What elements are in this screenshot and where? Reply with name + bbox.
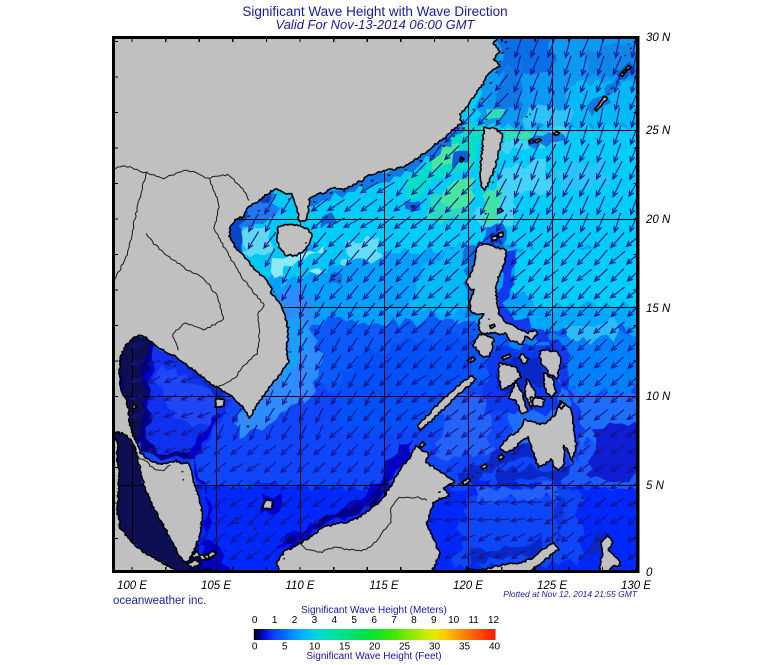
svg-text:115 E: 115 E [369,580,399,592]
svg-text:8: 8 [411,615,417,626]
svg-text:0: 0 [252,615,258,626]
svg-text:10 N: 10 N [646,391,671,403]
svg-text:5: 5 [282,642,288,653]
svg-text:2: 2 [292,615,298,626]
svg-text:110 E: 110 E [285,580,315,592]
svg-text:Valid For Nov-13-2014 06:00 GM: Valid For Nov-13-2014 06:00 GMT [276,17,476,32]
svg-text:130 E: 130 E [621,580,651,592]
svg-text:4: 4 [332,615,338,626]
svg-text:30 N: 30 N [646,32,671,44]
svg-text:35: 35 [459,642,471,653]
svg-text:oceanweather inc.: oceanweather inc. [113,595,206,607]
svg-text:12: 12 [488,615,500,626]
svg-text:25 N: 25 N [645,125,671,137]
svg-text:40: 40 [489,642,501,653]
svg-text:5 N: 5 N [646,480,665,492]
svg-text:15 N: 15 N [646,303,671,315]
svg-text:3: 3 [312,615,318,626]
svg-text:9: 9 [431,615,437,626]
svg-text:Plotted at Nov 12, 2014 21:55: Plotted at Nov 12, 2014 21:55 GMT [503,589,638,599]
svg-text:5: 5 [351,615,357,626]
svg-text:105 E: 105 E [201,580,231,592]
svg-text:11: 11 [468,615,479,626]
svg-text:15: 15 [339,642,351,653]
svg-text:Significant Wave Height with W: Significant Wave Height with Wave Direct… [242,4,507,19]
svg-text:6: 6 [371,615,377,626]
svg-text:Significant Wave Height (Meter: Significant Wave Height (Meters) [301,605,447,616]
svg-text:100 E: 100 E [117,580,147,592]
svg-text:20 N: 20 N [645,214,671,226]
svg-text:125 E: 125 E [537,580,567,592]
svg-text:20: 20 [369,642,381,653]
svg-text:Significant Wave Height (Feet): Significant Wave Height (Feet) [306,651,441,662]
svg-text:10: 10 [309,642,321,653]
svg-text:120 E: 120 E [453,580,483,592]
svg-text:0: 0 [646,567,653,579]
svg-text:7: 7 [391,615,397,626]
svg-text:25: 25 [399,642,411,653]
svg-text:30: 30 [429,642,441,653]
svg-text:1: 1 [272,615,278,626]
svg-text:10: 10 [448,615,460,626]
svg-text:0: 0 [252,642,258,653]
